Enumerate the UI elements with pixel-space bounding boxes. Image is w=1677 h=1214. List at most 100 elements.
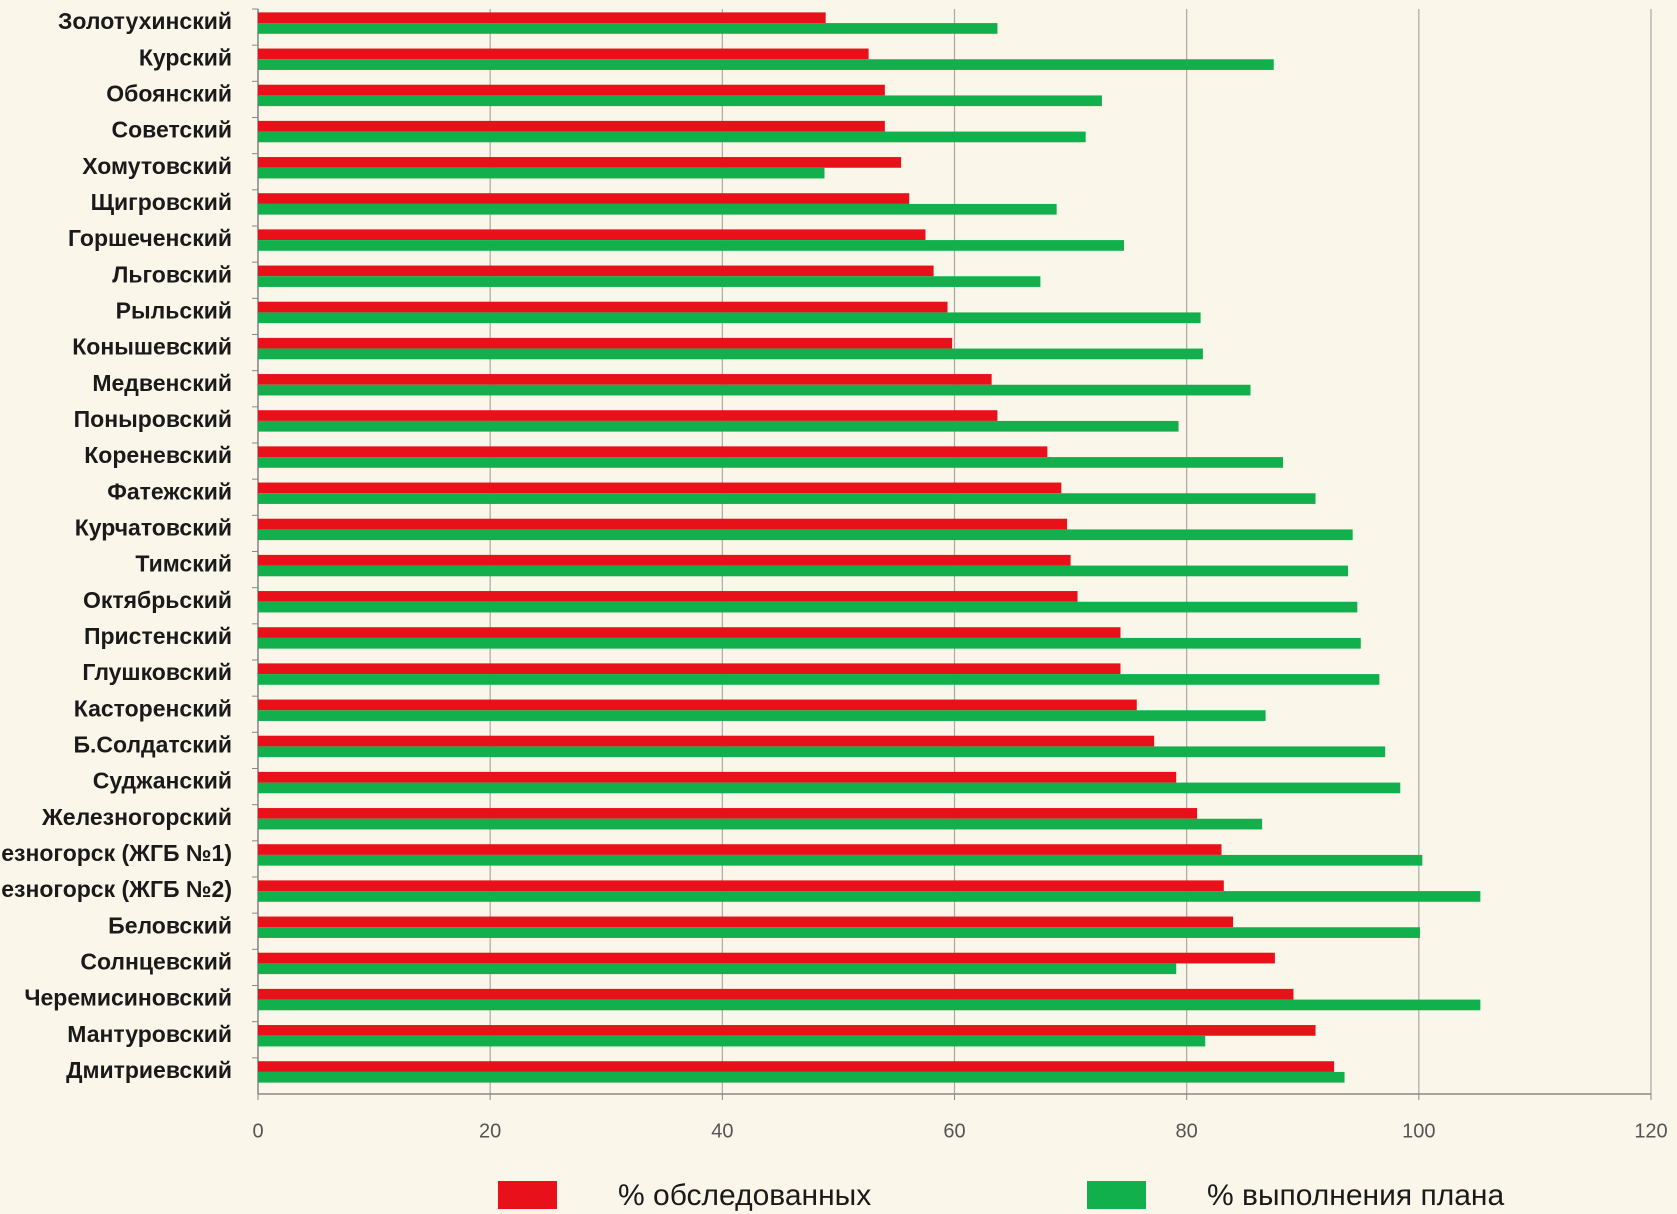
bar	[258, 84, 885, 96]
y-tick-label: Мантуровский	[67, 1021, 232, 1047]
bar	[258, 420, 1179, 432]
bar	[258, 193, 910, 204]
y-tick-label: Кореневский	[84, 442, 232, 468]
bar	[258, 554, 1071, 566]
y-tick-label: Солнцевский	[80, 948, 232, 974]
y-tick-label: Обоянский	[106, 80, 232, 106]
y-tick-label: Черемисиновский	[24, 985, 232, 1011]
x-tick-label: 20	[479, 1120, 501, 1142]
bar	[258, 999, 1481, 1011]
bar	[258, 12, 826, 24]
bar	[258, 493, 1316, 504]
x-tick-label: 0	[252, 1120, 263, 1142]
y-tick-label: Фатежский	[107, 478, 232, 504]
y-tick-label: Железногорск (ЖГБ №2)	[0, 876, 232, 902]
legend-swatch	[1087, 1181, 1146, 1209]
y-tick-label: Глушковский	[82, 659, 232, 685]
bar	[258, 384, 1251, 396]
bar	[258, 916, 1234, 928]
x-tick-label: 80	[1176, 1120, 1198, 1142]
bar	[258, 374, 992, 385]
bar	[258, 131, 1086, 143]
x-tick-label: 40	[711, 1120, 733, 1142]
x-tick-label: 100	[1402, 1120, 1435, 1142]
bar	[258, 446, 1048, 458]
bar	[258, 1071, 1345, 1083]
bar	[258, 782, 1401, 794]
y-tick-label: Пристенский	[84, 623, 232, 649]
bar	[258, 880, 1224, 892]
y-tick-label: Льговский	[112, 261, 232, 287]
bar	[258, 927, 1420, 938]
bar	[258, 23, 998, 34]
bar	[258, 637, 1361, 649]
bar	[258, 952, 1275, 964]
y-tick-label: Беловский	[108, 912, 232, 938]
bar	[258, 1061, 1335, 1072]
bar	[258, 710, 1266, 721]
y-tick-label: Конышевский	[72, 334, 232, 360]
bar	[258, 891, 1481, 902]
bar	[258, 59, 1274, 70]
y-tick-label: Хомутовский	[82, 153, 232, 179]
bar	[258, 601, 1358, 613]
bar	[258, 482, 1062, 494]
bar	[258, 48, 869, 60]
bar	[258, 674, 1380, 685]
bar	[258, 808, 1198, 819]
y-tick-label: Тимский	[135, 551, 232, 577]
bar	[258, 529, 1353, 541]
y-tick-label: Касторенский	[74, 695, 232, 721]
y-tick-label: Суджанский	[93, 768, 232, 794]
y-tick-label: Железногорский	[41, 804, 232, 830]
y-tick-label: Золотухинский	[58, 8, 232, 34]
y-tick-label: Октябрьский	[83, 587, 232, 613]
y-tick-label: Медвенский	[92, 370, 232, 396]
bar	[258, 167, 825, 179]
bar	[258, 337, 953, 349]
bar	[258, 844, 1222, 855]
bar	[258, 348, 1203, 360]
bar	[258, 663, 1121, 675]
y-tick-label: Курчатовский	[75, 514, 232, 540]
bar	[258, 746, 1386, 758]
bar	[258, 699, 1137, 711]
y-tick-label: Железногорск (ЖГБ №1)	[0, 840, 232, 866]
y-tick-label: Щигровский	[91, 189, 232, 215]
bar	[258, 565, 1349, 577]
bar	[258, 1025, 1316, 1036]
bar	[258, 95, 1102, 107]
x-tick-label: 120	[1634, 1120, 1667, 1142]
legend-label: % выполнения плана	[1207, 1179, 1504, 1212]
y-tick-label: Курский	[139, 44, 232, 70]
bar	[258, 240, 1124, 251]
bar	[258, 457, 1284, 468]
bar	[258, 229, 926, 241]
bar	[258, 301, 948, 313]
bar	[258, 735, 1155, 747]
y-tick-label: Горшеченский	[68, 225, 232, 251]
y-tick-label: Поныровский	[74, 406, 232, 432]
bar	[258, 312, 1201, 324]
bar	[258, 818, 1263, 830]
bar	[258, 410, 998, 421]
bar	[258, 988, 1294, 1000]
y-tick-label: Б.Солдатский	[73, 731, 232, 757]
legend-swatch	[498, 1181, 557, 1209]
bar	[258, 963, 1177, 975]
y-tick-label: Советский	[111, 117, 232, 143]
bar	[258, 854, 1423, 866]
bar	[258, 1035, 1206, 1047]
bar	[258, 265, 934, 277]
legend-label: % обследованных	[618, 1179, 871, 1212]
bar	[258, 591, 1078, 602]
bar	[258, 518, 1068, 530]
y-tick-label: Рыльский	[116, 297, 232, 323]
bar	[258, 120, 885, 132]
bar	[258, 771, 1177, 783]
bar	[258, 276, 1041, 287]
bar	[258, 627, 1121, 638]
bar	[258, 157, 902, 168]
y-tick-label: Дмитриевский	[66, 1057, 232, 1083]
